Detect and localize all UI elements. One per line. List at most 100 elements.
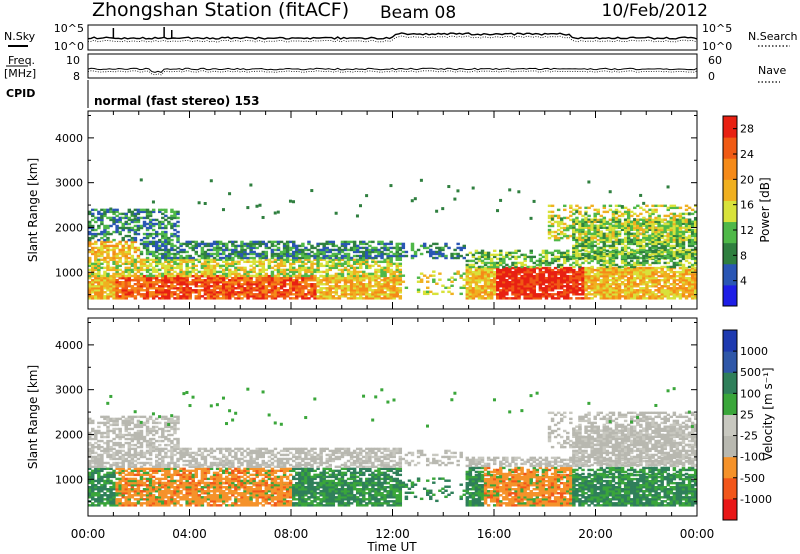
power-cell [145, 287, 150, 290]
power-cell [313, 285, 317, 288]
power-cell [234, 268, 238, 272]
power-cell [678, 236, 683, 240]
power-cell [118, 252, 122, 256]
power-cell [663, 274, 667, 278]
power-cell [124, 281, 128, 284]
power-cell [325, 287, 329, 290]
power-cell [532, 287, 537, 290]
power-cell [212, 268, 217, 272]
power-cell [276, 248, 281, 252]
power-cell [581, 228, 585, 232]
power-cell [307, 268, 311, 272]
power-cell [386, 293, 390, 296]
power-cell [563, 281, 567, 284]
power-cell [544, 251, 549, 255]
power-cell [517, 287, 521, 290]
power-cell [231, 242, 235, 246]
power-cell [486, 281, 491, 284]
power-cell [657, 291, 661, 294]
power-cell [608, 283, 613, 286]
power-cell [270, 270, 275, 274]
power-cell [221, 242, 226, 246]
power-cell [94, 295, 98, 298]
power-cell [231, 285, 235, 288]
power-cell [133, 260, 138, 264]
power-cell [593, 234, 597, 238]
power-cell [374, 291, 378, 294]
power-cell [416, 288, 421, 292]
power-cell [100, 212, 104, 216]
power-cell [669, 293, 674, 296]
power-cell [91, 297, 95, 300]
power-cell [678, 250, 683, 254]
power-cell [511, 289, 515, 292]
power-cell [395, 248, 399, 252]
power-cell [392, 262, 396, 266]
power-cell [249, 270, 253, 274]
power-cell [288, 240, 293, 244]
power-cell [492, 265, 497, 269]
power-cell [447, 290, 451, 294]
power-cell [225, 289, 229, 292]
power-cell [623, 238, 628, 242]
power-cell [611, 226, 616, 229]
power-cell [231, 289, 235, 292]
power-cell [569, 218, 573, 222]
power-cell [148, 295, 153, 298]
power-cell [112, 291, 116, 294]
power-cell [307, 285, 311, 288]
power-cell [221, 244, 226, 248]
power-cell [282, 289, 287, 292]
power-cell [666, 232, 670, 236]
power-cell [343, 260, 348, 264]
power-cell [200, 246, 205, 250]
power-cell [654, 222, 658, 225]
power-cell [477, 257, 482, 261]
power-cell [145, 278, 150, 282]
power-cell [556, 255, 561, 259]
power-cell [398, 258, 403, 262]
power-cell [648, 236, 652, 240]
power-cell [590, 287, 594, 290]
power-cell [556, 272, 561, 276]
power-cell [654, 297, 658, 300]
power-cell [331, 258, 336, 262]
power-cell [362, 293, 366, 296]
power-cell [429, 274, 433, 277]
power-cell [133, 272, 138, 276]
power-cell [617, 230, 622, 234]
power-cell [636, 295, 640, 298]
power-cell [142, 244, 147, 248]
power-cell [462, 256, 466, 260]
power-cell [148, 224, 153, 228]
power-cell [282, 274, 287, 278]
power-cell [578, 278, 582, 282]
power-cell [608, 228, 613, 232]
power-cell [136, 293, 141, 296]
power-cell [145, 266, 150, 270]
power-cell [678, 242, 683, 246]
power-cell [556, 265, 561, 269]
power-cell [559, 274, 564, 278]
power-cell [310, 278, 314, 282]
power-cell [142, 210, 147, 214]
power-cell [569, 257, 573, 261]
power-cell [623, 252, 628, 256]
power-cell [605, 278, 610, 282]
power-cell [541, 293, 546, 296]
power-cell [569, 281, 573, 284]
power-cell [395, 256, 399, 260]
power-cell [249, 295, 253, 298]
power-cell [633, 256, 637, 260]
power-cell [121, 293, 125, 296]
power-cell [584, 230, 588, 234]
power-cell [639, 272, 643, 276]
power-cell [118, 268, 122, 272]
power-cell [599, 236, 604, 240]
power-cell [672, 212, 677, 216]
power-cell [145, 291, 150, 294]
power-cell [158, 268, 162, 272]
power-cell [282, 262, 287, 266]
power-cell [541, 255, 546, 259]
power-cell [678, 281, 683, 284]
